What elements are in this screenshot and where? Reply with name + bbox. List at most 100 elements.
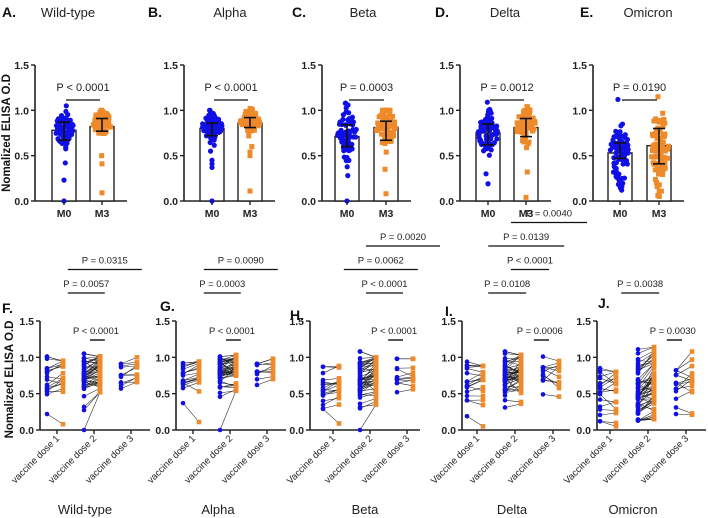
data-point-m3 (514, 120, 520, 126)
panel-title: Delta (490, 5, 521, 20)
data-point-m0 (618, 123, 624, 129)
data-point-m3 (655, 94, 661, 100)
data-point-m0 (502, 397, 508, 403)
pair-line (637, 346, 655, 350)
pair-line (637, 416, 655, 421)
data-point-m3 (480, 397, 486, 403)
panel-C: C. Beta 0.0 0.5 1.0 1.5 M0 M3 P = 0.0003 (292, 4, 411, 220)
p-value-label: P < 0.0001 (73, 326, 119, 337)
data-point-m3 (651, 118, 657, 124)
data-point-m3 (689, 411, 695, 416)
data-point-m3 (480, 373, 486, 379)
pair-line (182, 379, 200, 386)
data-point-m3 (480, 388, 486, 394)
data-point-m0 (357, 360, 363, 365)
x-category-label: M3 (379, 208, 394, 220)
y-tick-label: 1.5 (441, 316, 456, 328)
pair-line (542, 394, 560, 397)
data-point-m0 (217, 384, 223, 389)
data-point-m3 (410, 378, 416, 384)
data-point-m3 (651, 359, 657, 365)
data-point-m3 (410, 370, 416, 376)
p-value-label: P = 0.0040 (526, 209, 572, 220)
x-category-label: M3 (243, 208, 258, 220)
pair-line (504, 351, 522, 356)
data-point-m3 (390, 113, 396, 119)
data-point-m3 (373, 355, 379, 360)
data-point-m3 (662, 131, 668, 137)
pair-line (46, 364, 64, 369)
data-point-m3 (373, 393, 379, 399)
data-point-m3 (653, 148, 659, 154)
data-point-m0 (357, 384, 363, 390)
pair-line (599, 421, 617, 427)
pair-line (675, 351, 693, 371)
data-point-m0 (502, 368, 508, 374)
y-tick-label: 0.5 (439, 151, 454, 163)
y-tick-label: 1.5 (439, 60, 454, 72)
y-tick-label: 0.0 (163, 196, 178, 208)
data-point-m3 (380, 126, 386, 132)
data-point-m0 (320, 364, 326, 370)
data-point-m3 (660, 110, 666, 116)
pair-line (359, 381, 377, 393)
pair-line (46, 376, 64, 380)
data-point-m0 (620, 151, 627, 157)
data-point-m0 (81, 373, 87, 378)
p-value-label: P = 0.0003 (340, 82, 393, 94)
pair-line (182, 382, 200, 389)
data-point-m3 (613, 375, 619, 381)
y-tick-label: 0.5 (301, 151, 316, 163)
pair-line (637, 353, 655, 371)
pair-line (46, 378, 64, 392)
data-point-m3 (388, 117, 394, 123)
data-point-m3 (233, 358, 239, 364)
data-point-m0 (597, 407, 603, 412)
data-point-m0 (44, 411, 50, 417)
pair-line (359, 357, 377, 368)
data-point-m3 (410, 365, 416, 371)
pair-line (219, 386, 237, 388)
data-point-m3 (522, 107, 528, 113)
p-value-label: P = 0.0139 (503, 232, 549, 243)
pair-line (182, 361, 200, 366)
data-point-m0 (320, 381, 326, 387)
data-point-m3 (60, 386, 66, 391)
data-point-m3 (518, 355, 524, 361)
pair-line (83, 356, 101, 364)
pair-line (83, 377, 101, 387)
pair-line (83, 375, 101, 380)
panel-letter: C. (292, 4, 306, 20)
data-point-m3 (613, 410, 619, 416)
data-point-m3 (651, 393, 657, 399)
data-point-m3 (196, 389, 202, 394)
data-point-m3 (247, 153, 253, 159)
data-point-m3 (410, 356, 416, 362)
data-point-m3 (651, 383, 657, 389)
data-point-m0 (217, 368, 223, 374)
pair-line (504, 354, 522, 368)
data-point-m3 (196, 366, 202, 372)
data-point-m0 (502, 373, 508, 378)
data-point-m3 (336, 365, 342, 370)
data-point-m0 (211, 142, 217, 148)
data-point-m3 (60, 360, 66, 366)
data-point-m3 (660, 139, 666, 145)
pair-line (219, 380, 237, 388)
pair-line (599, 371, 617, 385)
pair-line (322, 378, 340, 381)
pair-line (504, 373, 522, 382)
data-point-m0 (345, 102, 351, 108)
data-point-m0 (635, 386, 641, 392)
data-point-m3 (518, 362, 524, 367)
pair-line (466, 372, 484, 377)
p-value-label: P < 0.0001 (371, 326, 417, 337)
pair-line (675, 378, 693, 392)
data-point-m3 (651, 154, 657, 160)
data-point-m0 (118, 380, 124, 385)
data-point-m0 (540, 392, 546, 397)
data-point-m3 (373, 372, 379, 378)
data-point-m0 (320, 406, 326, 411)
data-point-m0 (635, 347, 641, 352)
data-point-m3 (383, 191, 389, 197)
